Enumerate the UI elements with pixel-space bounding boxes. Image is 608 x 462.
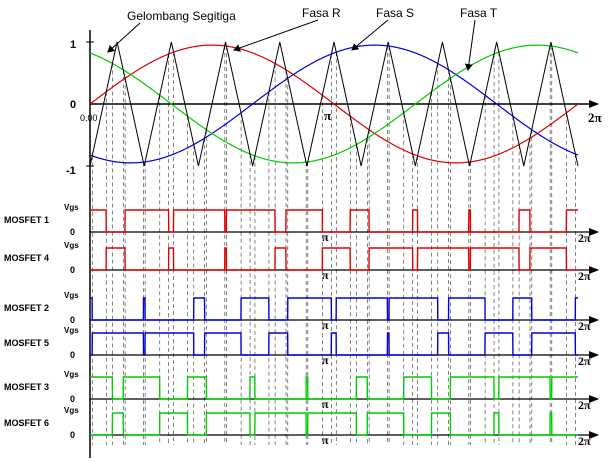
gate-signal [90, 332, 578, 356]
zero-label: 0 [70, 227, 75, 237]
pi-label: π [322, 268, 329, 282]
zero-label: 0 [70, 430, 75, 440]
gate-signal [90, 247, 578, 271]
zero-label: 0 [70, 350, 75, 360]
zero-label: 0 [70, 315, 75, 325]
phase-r-annotation: Fasa R [302, 6, 341, 20]
gate-signal [90, 209, 578, 233]
triangle-arrow [107, 22, 141, 53]
mosfet-label: MOSFET 2 [4, 303, 49, 313]
vgs-label: Vgs [64, 291, 79, 300]
phase-s-curve [89, 44, 579, 164]
vgs-label: Vgs [64, 203, 79, 212]
two-pi-label: 2π [578, 398, 591, 412]
mosfet-label: MOSFET 6 [4, 418, 49, 428]
origin-label: 0.00 [80, 113, 98, 123]
top-two-pi-label: 2π [588, 110, 602, 125]
mosfet-label: MOSFET 1 [4, 215, 49, 225]
top-pi-label: π [324, 108, 331, 123]
mosfet-row-2: Vgs 0 MOSFET 4 π 2π [4, 241, 599, 283]
y-tick-1: 1 [70, 39, 76, 51]
phase-t-annotation: Fasa T [460, 6, 498, 20]
gate-signal [90, 412, 578, 436]
vgs-label: Vgs [64, 370, 79, 379]
two-pi-label: 2π [578, 354, 591, 368]
zero-label: 0 [70, 265, 75, 275]
phase-t-arrow [464, 19, 476, 71]
carrier-and-reference-plot [86, 30, 599, 458]
two-pi-label: 2π [578, 269, 591, 283]
gate-signal [90, 376, 578, 400]
phase-t-curve [89, 44, 579, 164]
pi-label: π [322, 433, 329, 447]
mosfet-label: MOSFET 3 [4, 382, 49, 392]
vgs-label: Vgs [64, 406, 79, 415]
y-tick-0: 0 [70, 99, 76, 111]
phase-r-arrow [233, 19, 319, 52]
two-pi-label: 2π [578, 231, 591, 245]
pi-label: π [322, 230, 329, 244]
mosfet-row-6: Vgs 0 MOSFET 6 π 2π [4, 406, 599, 448]
phase-s-arrow [351, 19, 389, 51]
pi-label: π [322, 353, 329, 367]
phase-s-annotation: Fasa S [376, 6, 414, 20]
mosfet-label: MOSFET 4 [4, 253, 49, 263]
two-pi-label: 2π [578, 319, 591, 333]
vgs-label: Vgs [64, 241, 79, 250]
pi-label: π [322, 318, 329, 332]
two-pi-label: 2π [578, 434, 591, 448]
vgs-label: Vgs [64, 326, 79, 335]
y-tick-minus-1: -1 [66, 165, 76, 177]
mosfet-label: MOSFET 5 [4, 338, 49, 348]
pi-label: π [322, 397, 329, 411]
mosfet-row-1: Vgs 0 MOSFET 1 π 2π [4, 203, 599, 245]
switching-instant-lines [91, 45, 576, 445]
triangle-carrier [89, 41, 579, 167]
zero-label: 0 [70, 394, 75, 404]
triangle-annotation: Gelombang Segitiga [127, 9, 236, 23]
phase-r-curve [89, 44, 579, 164]
mosfet-row-5: Vgs 0 MOSFET 3 π 2π [4, 370, 599, 412]
mosfet-row-4: Vgs 0 MOSFET 5 π 2π [4, 326, 599, 368]
gate-signal [90, 297, 578, 321]
